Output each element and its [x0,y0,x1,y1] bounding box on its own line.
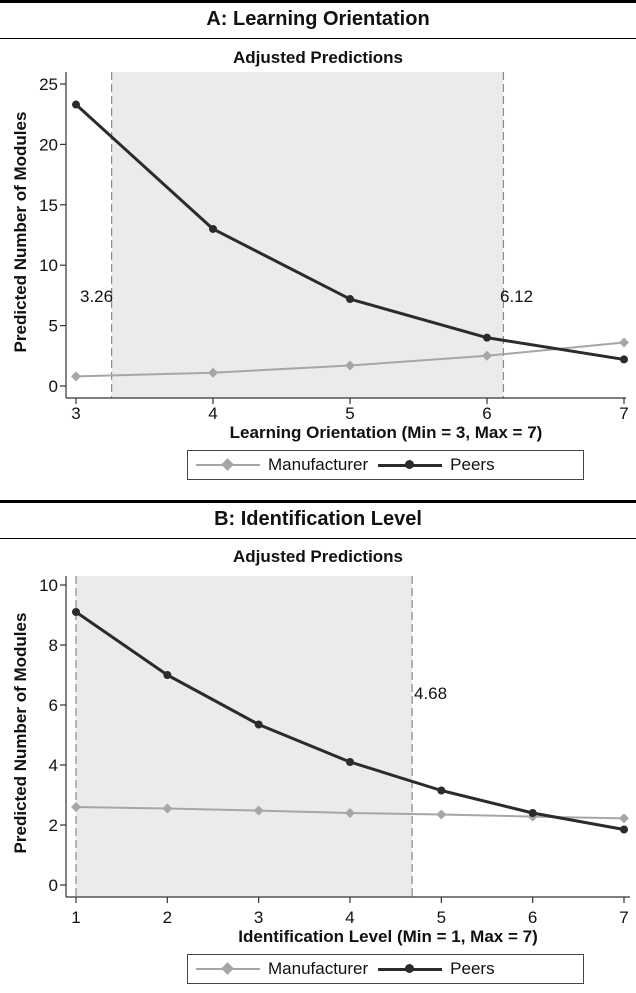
x-axis-label: Identification Level (Min = 1, Max = 7) [238,927,537,946]
x-tick-label: 4 [345,908,354,927]
x-tick-label: 7 [619,404,628,423]
panel-b-chart-title: Adjusted Predictions [232,547,404,566]
x-tick-label: 7 [619,908,628,927]
data-point-peers [346,758,354,766]
data-point-manufacturer [345,808,355,818]
panel-a-legend: Manufacturer Peers [187,450,584,480]
x-tick-label: 3 [254,908,263,927]
legend-peers-label: Peers [450,455,495,474]
data-point-peers [209,224,217,233]
legend-manufacturer: Manufacturer [196,959,368,979]
data-point-manufacturer [436,809,447,820]
x-tick-label: 1 [71,908,80,927]
y-tick-label: 15 [39,196,58,215]
legend-peers: Peers [378,455,495,475]
x-tick-label: 6 [528,908,537,927]
panel-a-chart-title: Adjusted Predictions [232,48,404,67]
data-point-peers [620,355,628,364]
y-tick-label: 6 [49,696,58,715]
data-point-peers [254,720,263,729]
region-boundary-label: 6.12 [500,287,533,306]
data-point-manufacturer [253,805,264,816]
y-axis-label: Predicted Number of Modules [11,112,30,353]
data-point-manufacturer [71,802,81,812]
panel-b-top-rule [0,500,636,503]
y-tick-label: 10 [39,576,58,595]
data-point-peers [620,825,628,834]
panel-b-legend: Manufacturer Peers [187,954,584,984]
x-tick-label: 2 [163,908,172,927]
legend-manufacturer: Manufacturer [196,455,368,475]
data-point-peers [72,608,80,616]
y-tick-label: 25 [39,75,58,94]
data-point-peers [483,333,491,342]
y-tick-label: 10 [39,256,58,275]
data-point-peers [163,671,172,679]
region-boundary-label: 4.68 [414,684,447,703]
x-tick-label: 4 [208,404,217,423]
data-point-manufacturer [208,367,218,378]
circle-marker-icon [405,460,415,469]
data-point-manufacturer [71,371,81,382]
x-tick-label: 5 [345,404,354,423]
data-point-manufacturer [619,813,629,824]
shaded-region [111,72,504,398]
panel-b-title-rule [0,538,636,539]
y-axis-label: Predicted Number of Modules [11,613,30,854]
legend-peers-label: Peers [450,959,495,978]
y-tick-label: 20 [39,135,58,154]
y-tick-label: 5 [49,317,58,336]
data-point-manufacturer [162,803,173,814]
circle-marker-icon [405,964,415,973]
data-point-peers [346,295,354,304]
panel-a: A: Learning Orientation Adjusted Predict… [0,0,636,480]
x-tick-label: 5 [437,908,446,927]
y-tick-label: 2 [49,816,58,835]
diamond-marker-icon [221,962,234,975]
x-tick-label: 3 [71,404,80,423]
y-tick-label: 8 [49,636,58,655]
shaded-region [76,576,413,897]
panel-a-chart: 3.26 6.12 0 5 10 15 20 25 3 4 5 6 7 Learning Orientat… [11,72,629,442]
legend-manufacturer-label: Manufacturer [268,455,369,474]
legend-manufacturer-label: Manufacturer [268,959,369,978]
data-point-manufacturer [482,350,492,361]
diamond-marker-icon [221,458,234,471]
y-tick-label: 4 [49,756,58,775]
y-tick-label: 0 [49,377,58,396]
panel-b-title: B: Identification Level [214,508,422,530]
data-point-peers [437,786,446,795]
data-point-manufacturer [345,360,355,371]
x-axis-label: Learning Orientation (Min = 3, Max = 7) [230,423,543,442]
panel-a-title: A: Learning Orientation [206,8,430,30]
data-point-peers [528,809,537,817]
region-boundary-label: 3.26 [80,287,113,306]
data-point-peers [72,100,80,109]
panel-a-top-rule [0,0,636,3]
panel-b: B: Identification Level Adjusted Predict… [0,500,636,993]
x-tick-label: 6 [482,404,491,423]
panel-a-title-rule [0,38,636,39]
data-point-manufacturer [619,337,629,348]
y-tick-label: 0 [49,876,58,895]
legend-peers: Peers [378,959,495,979]
